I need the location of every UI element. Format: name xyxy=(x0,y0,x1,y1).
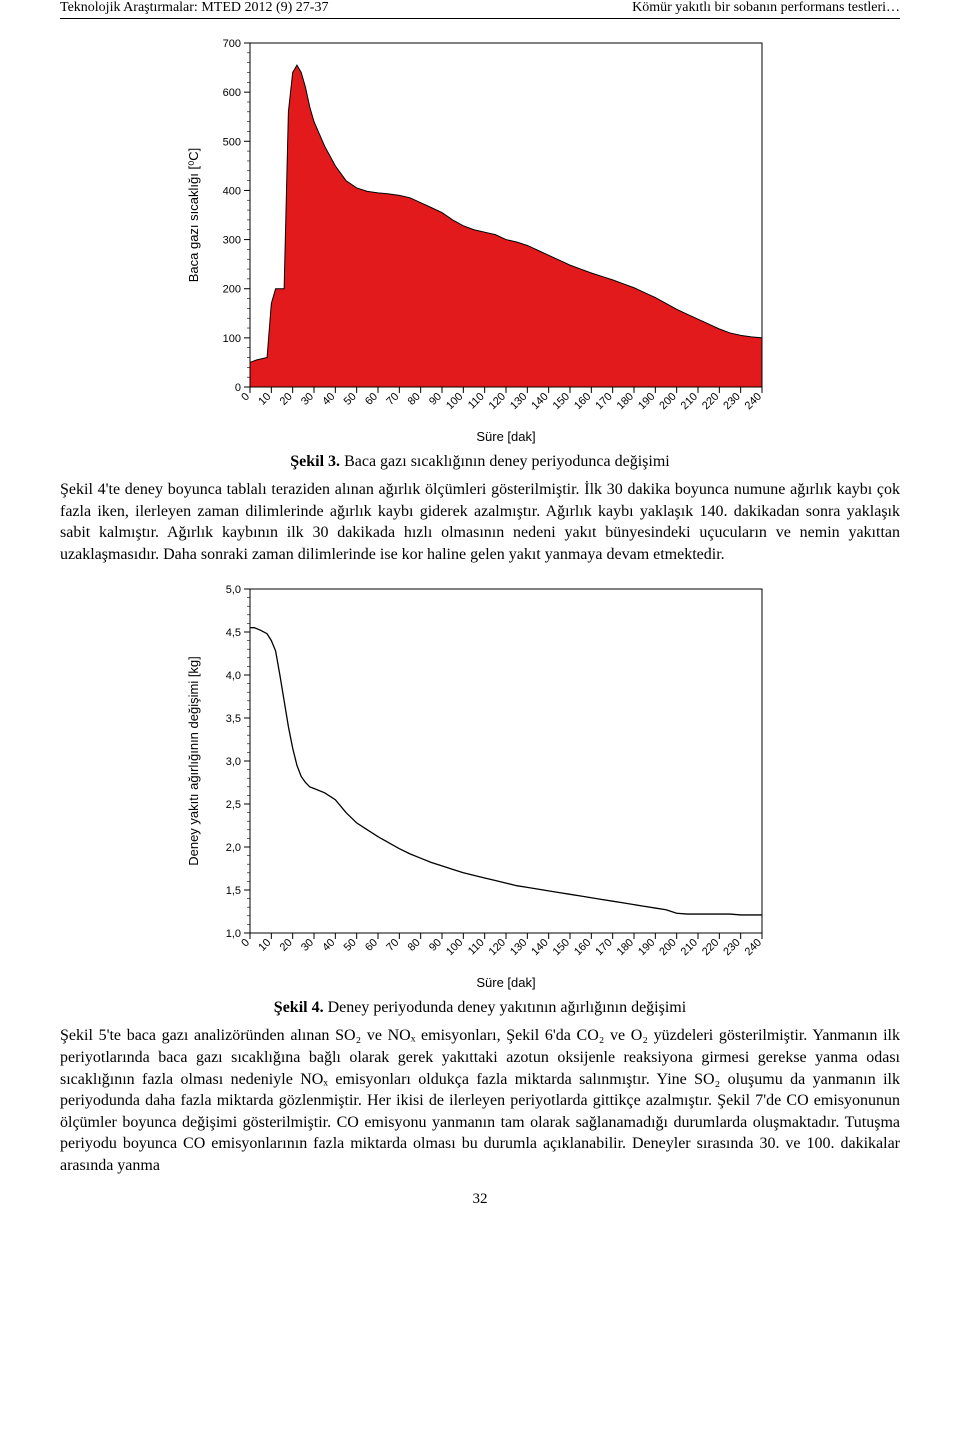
svg-text:10: 10 xyxy=(256,937,273,954)
svg-text:100: 100 xyxy=(223,333,241,345)
svg-text:80: 80 xyxy=(406,391,423,408)
svg-text:200: 200 xyxy=(223,284,241,296)
svg-text:150: 150 xyxy=(551,391,572,412)
svg-text:170: 170 xyxy=(593,937,614,958)
svg-text:190: 190 xyxy=(636,391,657,412)
svg-text:190: 190 xyxy=(636,937,657,958)
paragraph-1: Şekil 4'te deney boyunca tablalı terazid… xyxy=(60,479,900,565)
svg-text:180: 180 xyxy=(615,937,636,958)
svg-text:40: 40 xyxy=(320,391,337,408)
svg-text:30: 30 xyxy=(299,937,316,954)
figure-3-caption-text: Baca gazı sıcaklığının deney periyodunca… xyxy=(340,453,670,470)
svg-text:60: 60 xyxy=(363,391,380,408)
page-header: Teknolojik Araştırmalar: MTED 2012 (9) 2… xyxy=(60,0,900,19)
svg-text:1,5: 1,5 xyxy=(226,885,241,897)
svg-text:400: 400 xyxy=(223,185,241,197)
page-number: 32 xyxy=(60,1191,900,1208)
figure-4-caption: Şekil 4. Deney periyodunda deney yakıtın… xyxy=(60,999,900,1017)
svg-text:130: 130 xyxy=(508,391,529,412)
svg-text:120: 120 xyxy=(487,391,508,412)
svg-text:70: 70 xyxy=(384,391,401,408)
svg-text:140: 140 xyxy=(529,391,550,412)
figure-3-chart: 0100200300400500600700010203040506070809… xyxy=(60,29,900,449)
svg-text:90: 90 xyxy=(427,937,444,954)
svg-text:110: 110 xyxy=(466,937,487,958)
svg-text:210: 210 xyxy=(679,937,700,958)
svg-text:4,5: 4,5 xyxy=(226,627,241,639)
svg-text:210: 210 xyxy=(679,391,700,412)
svg-text:240: 240 xyxy=(743,391,764,412)
svg-text:150: 150 xyxy=(551,937,572,958)
svg-text:140: 140 xyxy=(529,937,550,958)
svg-text:70: 70 xyxy=(384,937,401,954)
svg-text:100: 100 xyxy=(444,937,465,958)
svg-text:700: 700 xyxy=(223,38,241,50)
svg-text:220: 220 xyxy=(700,937,721,958)
svg-text:300: 300 xyxy=(223,235,241,247)
svg-text:90: 90 xyxy=(427,391,444,408)
svg-text:50: 50 xyxy=(342,391,359,408)
svg-text:600: 600 xyxy=(223,87,241,99)
svg-text:200: 200 xyxy=(657,937,678,958)
svg-text:4,0: 4,0 xyxy=(226,670,241,682)
figure-4-chart: 1,01,52,02,53,03,54,04,55,00102030405060… xyxy=(60,575,900,995)
svg-text:60: 60 xyxy=(363,937,380,954)
svg-text:Baca gazı sıcaklığı [⁰C]: Baca gazı sıcaklığı [⁰C] xyxy=(186,148,201,283)
svg-text:240: 240 xyxy=(743,937,764,958)
svg-text:0: 0 xyxy=(235,382,241,394)
svg-text:80: 80 xyxy=(406,937,423,954)
svg-text:220: 220 xyxy=(700,391,721,412)
svg-text:100: 100 xyxy=(444,391,465,412)
svg-text:120: 120 xyxy=(487,937,508,958)
svg-text:10: 10 xyxy=(256,391,273,408)
svg-text:230: 230 xyxy=(721,391,742,412)
svg-text:500: 500 xyxy=(223,136,241,148)
svg-text:200: 200 xyxy=(657,391,678,412)
svg-text:3,0: 3,0 xyxy=(226,756,241,768)
paragraph-2: Şekil 5'te baca gazı analizöründen alına… xyxy=(60,1025,900,1176)
figure-3-svg: 0100200300400500600700010203040506070809… xyxy=(180,29,780,449)
svg-text:2,0: 2,0 xyxy=(226,842,241,854)
svg-text:5,0: 5,0 xyxy=(226,584,241,596)
svg-text:3,5: 3,5 xyxy=(226,713,241,725)
svg-text:Deney yakıtı ağırlığının değiş: Deney yakıtı ağırlığının değişimi [kg] xyxy=(186,657,201,867)
figure-4-caption-text: Deney periyodunda deney yakıtının ağırlı… xyxy=(324,999,687,1016)
svg-text:2,5: 2,5 xyxy=(226,799,241,811)
svg-text:40: 40 xyxy=(320,937,337,954)
figure-3-caption: Şekil 3. Baca gazı sıcaklığının deney pe… xyxy=(60,453,900,471)
svg-text:130: 130 xyxy=(508,937,529,958)
svg-text:1,0: 1,0 xyxy=(226,928,241,940)
figure-4-caption-bold: Şekil 4. xyxy=(274,999,324,1016)
svg-text:160: 160 xyxy=(572,391,593,412)
svg-text:170: 170 xyxy=(593,391,614,412)
svg-text:20: 20 xyxy=(278,391,295,408)
svg-text:160: 160 xyxy=(572,937,593,958)
figure-4-svg: 1,01,52,02,53,03,54,04,55,00102030405060… xyxy=(180,575,780,995)
figure-3-caption-bold: Şekil 3. xyxy=(290,453,340,470)
svg-text:Süre [dak]: Süre [dak] xyxy=(476,429,535,444)
svg-text:50: 50 xyxy=(342,937,359,954)
svg-text:110: 110 xyxy=(466,391,487,412)
svg-text:230: 230 xyxy=(721,937,742,958)
svg-text:30: 30 xyxy=(299,391,316,408)
svg-text:Süre [dak]: Süre [dak] xyxy=(476,975,535,990)
header-left: Teknolojik Araştırmalar: MTED 2012 (9) 2… xyxy=(60,0,328,16)
header-right: Kömür yakıtlı bir sobanın performans tes… xyxy=(632,0,900,16)
svg-text:20: 20 xyxy=(278,937,295,954)
svg-text:180: 180 xyxy=(615,391,636,412)
